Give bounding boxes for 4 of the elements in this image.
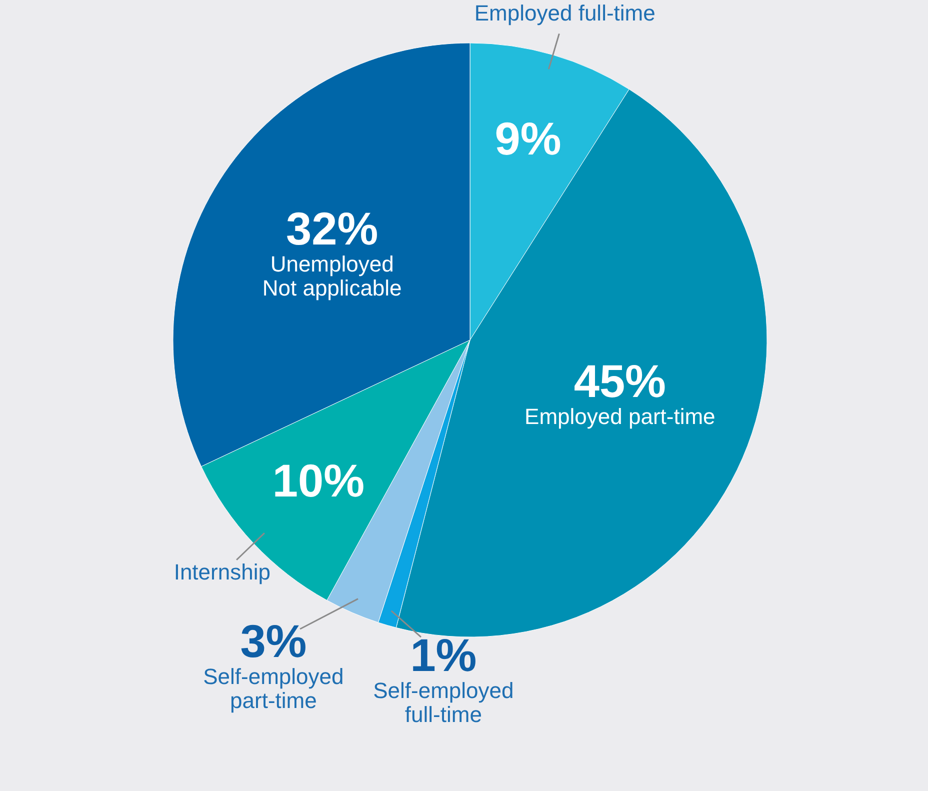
- slice-label: Employed full-time: [474, 0, 656, 26]
- data-label: 9%: [494, 112, 562, 164]
- data-label: 10%: [272, 454, 364, 506]
- slice-label: Internship: [174, 560, 270, 585]
